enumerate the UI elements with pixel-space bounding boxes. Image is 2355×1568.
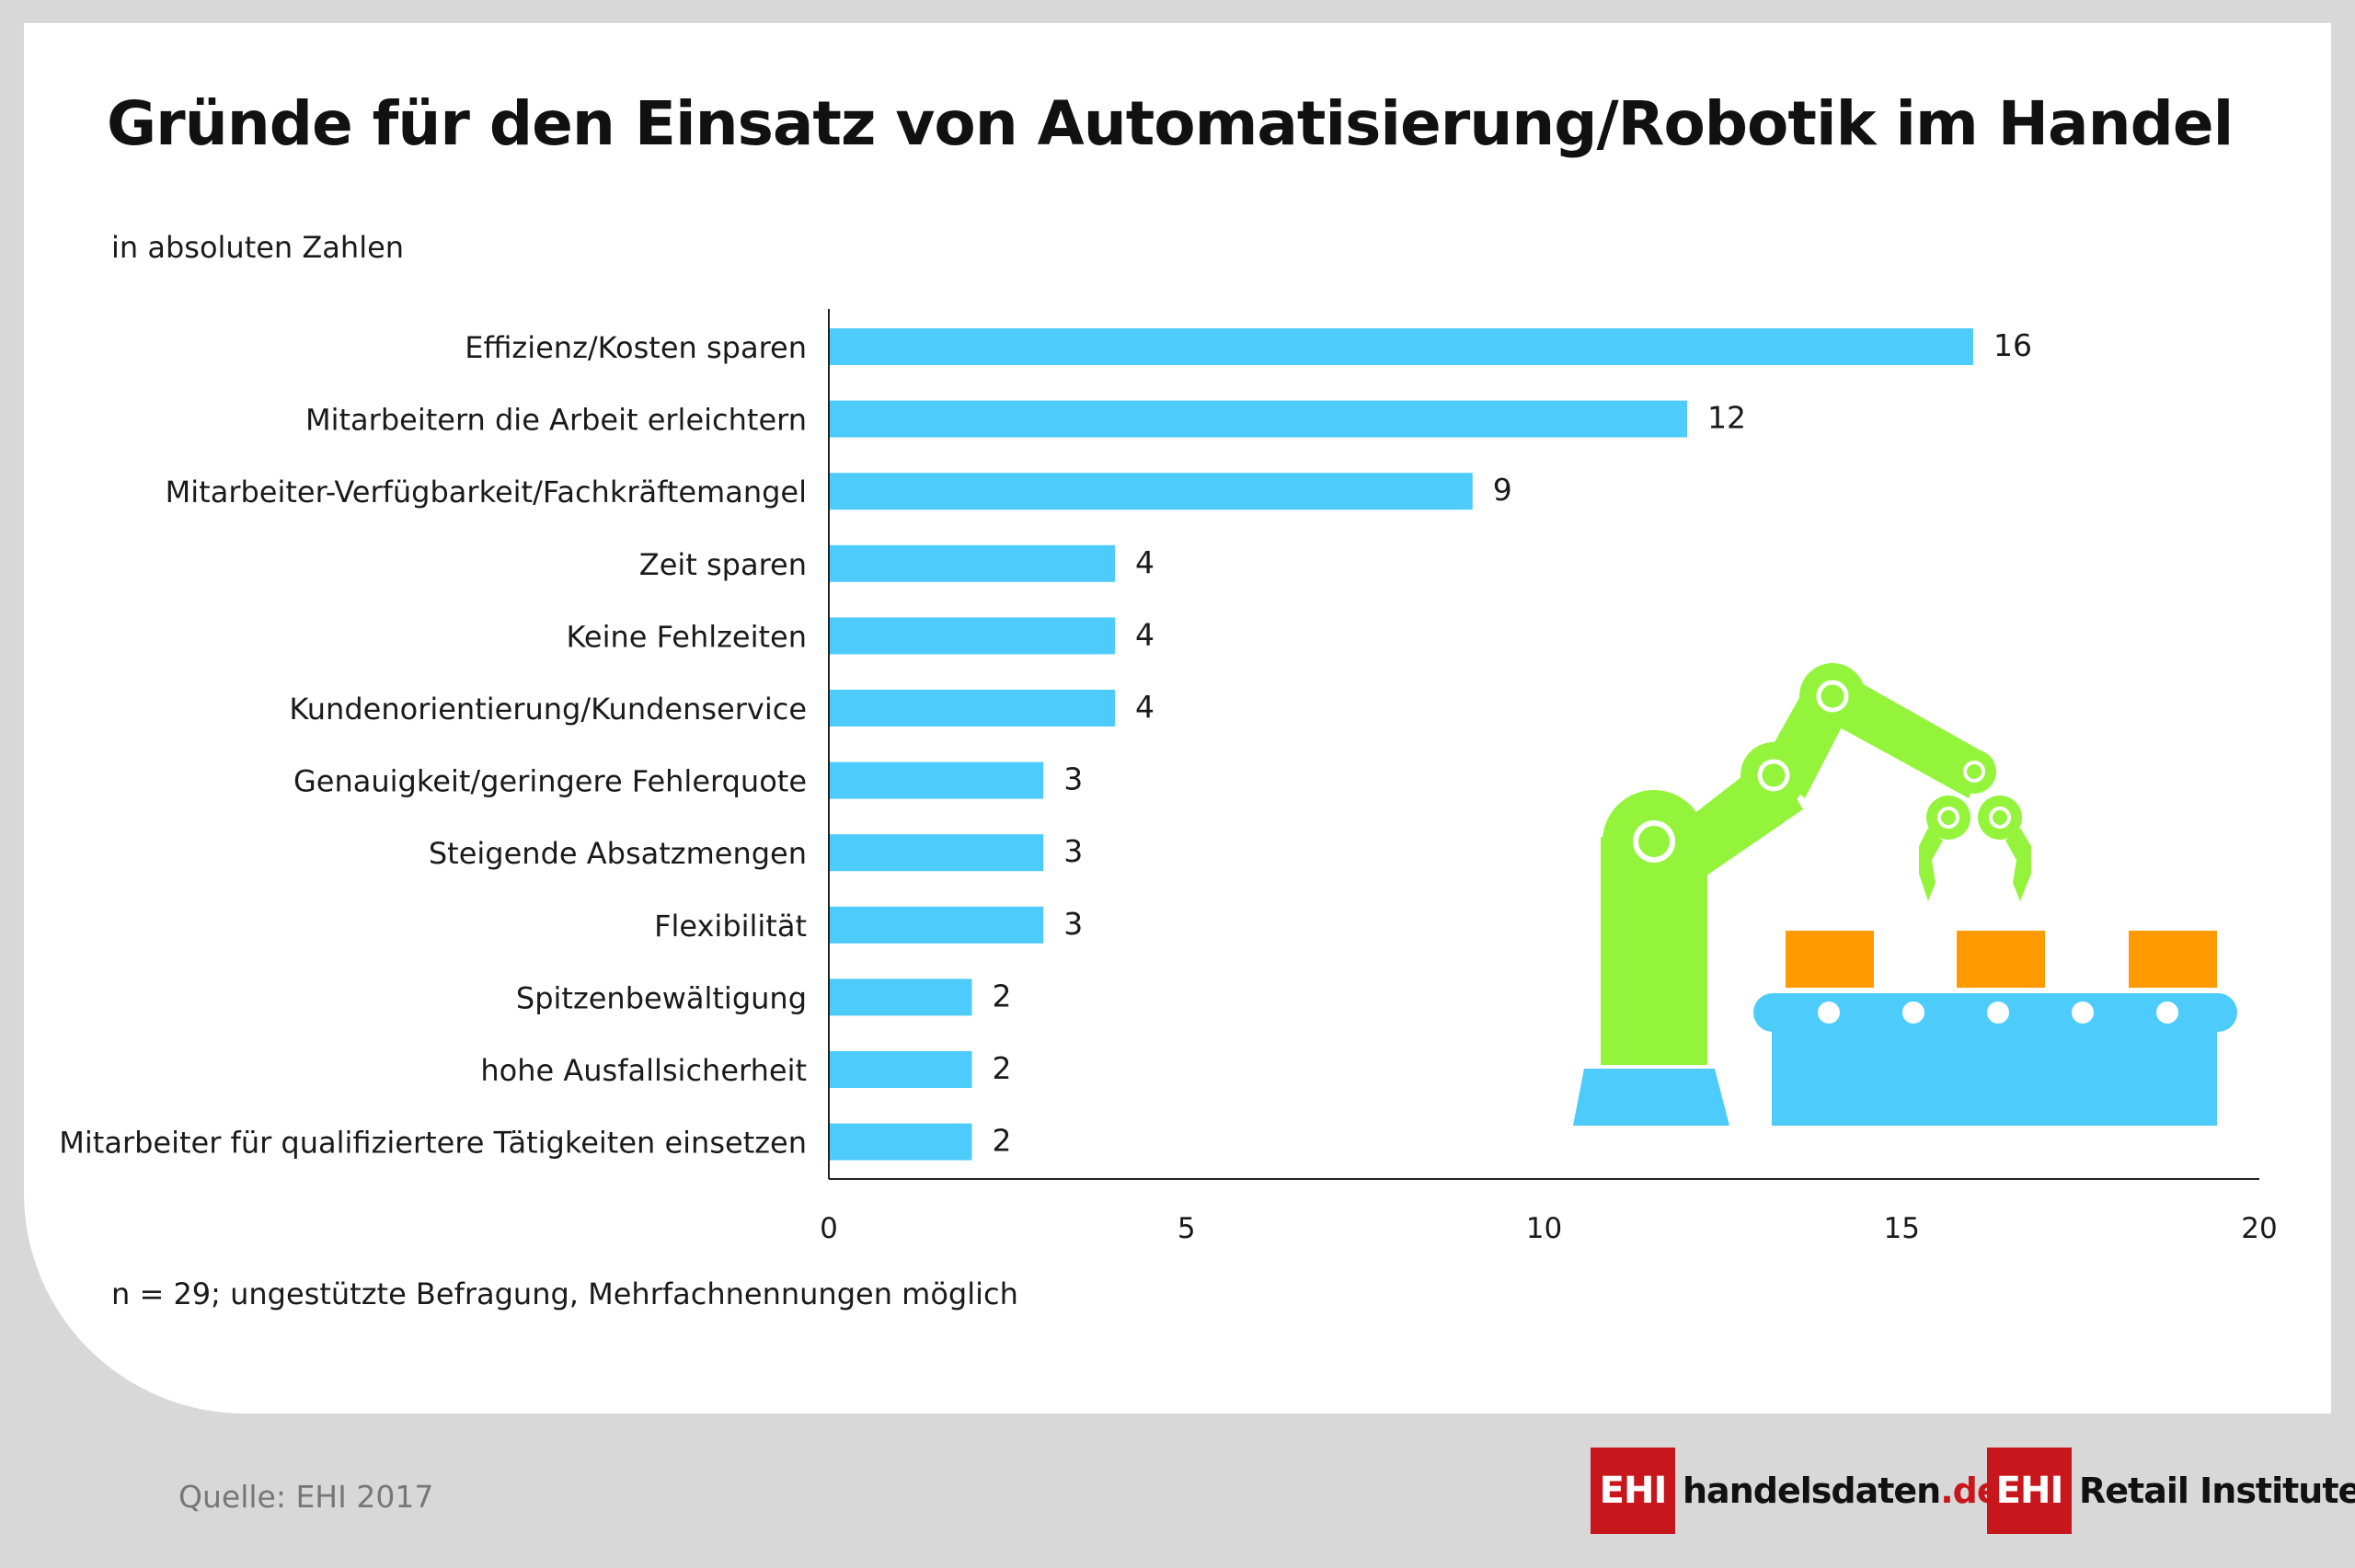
- robot-hand-joint: [1952, 750, 1996, 794]
- x-tick-label: 20: [2241, 1212, 2277, 1245]
- ehi-logo-box: EHI: [1987, 1448, 2072, 1534]
- bar: [830, 473, 1473, 510]
- robot-shoulder-joint: [1603, 790, 1706, 893]
- ehi-retail-institute-logo[interactable]: EHI Retail Institute®: [1987, 1448, 2355, 1534]
- chart-subtitle: in absoluten Zahlen: [111, 230, 405, 265]
- bar: [830, 834, 1044, 872]
- x-tick-label: 5: [1178, 1212, 1196, 1245]
- x-tick-label: 0: [820, 1212, 838, 1245]
- source-note: Quelle: EHI 2017: [178, 1479, 434, 1515]
- bar: [830, 1123, 972, 1161]
- handelsdaten-logo-text: handelsdaten.de: [1683, 1471, 2001, 1511]
- robot-gripper-joint: [1926, 795, 1970, 840]
- retail-institute-name: Retail Institute: [2079, 1471, 2355, 1511]
- category-label: Mitarbeitern die Arbeit erleichtern: [305, 403, 807, 438]
- category-label: Flexibilität: [654, 909, 807, 944]
- retail-institute-logo-text: Retail Institute®: [2079, 1471, 2355, 1511]
- joint-ring: [1633, 820, 1675, 863]
- conveyor-roller: [2072, 1001, 2094, 1024]
- category-label: hohe Ausfallsicherheit: [480, 1053, 807, 1088]
- category-label: Mitarbeiter für qualifiziertere Tätigkei…: [59, 1126, 807, 1161]
- package-box: [1786, 931, 1874, 988]
- chart-card: [24, 23, 2331, 1413]
- joint-ring: [1757, 759, 1790, 792]
- value-label: 2: [993, 978, 1012, 1013]
- bar: [830, 544, 1115, 582]
- conveyor-roller: [1902, 1001, 1924, 1024]
- value-label: 9: [1493, 472, 1512, 508]
- bar: [830, 690, 1115, 727]
- joint-ring: [1989, 807, 2011, 829]
- robot-hand-arm: [1831, 666, 1987, 798]
- ehi-logo-box: EHI: [1591, 1448, 1675, 1534]
- chart-footnote: n = 29; ungestützte Befragung, Mehrfachn…: [111, 1276, 1018, 1311]
- bar: [830, 906, 1044, 944]
- package-box: [1957, 931, 2045, 988]
- value-label: 16: [1993, 327, 2032, 363]
- category-label: Kundenorientierung/Kundenservice: [289, 692, 807, 727]
- category-label: Genauigkeit/geringere Fehlerquote: [293, 764, 807, 799]
- value-label: 3: [1063, 761, 1083, 797]
- bar: [830, 761, 1044, 799]
- value-label: 4: [1135, 689, 1155, 725]
- value-label: 2: [993, 1050, 1012, 1086]
- x-axis-ticks: 0 5 10 15 20: [820, 1212, 2278, 1245]
- bar: [830, 328, 1973, 365]
- robot-arm-conveyor-illustration: [1573, 663, 2237, 1126]
- category-label: Keine Fehlzeiten: [566, 619, 807, 654]
- handelsdaten-logo[interactable]: EHI handelsdaten.de: [1591, 1448, 2001, 1534]
- bar: [830, 400, 1687, 438]
- conveyor-roller: [1818, 1001, 1840, 1024]
- value-label: 3: [1063, 833, 1083, 869]
- bar: [830, 617, 1115, 655]
- robot-base: [1573, 1069, 1729, 1126]
- conveyor-base: [1772, 1032, 2217, 1126]
- joint-ring: [1937, 807, 1959, 829]
- robot-gripper-right: [2005, 828, 2031, 901]
- category-label: Steigende Absatzmengen: [429, 836, 807, 871]
- value-label: 12: [1707, 400, 1746, 436]
- bars-layer: Effizienz/Kosten sparen 16 Mitarbeitern di…: [59, 327, 2032, 1161]
- joint-ring: [1963, 761, 1985, 783]
- category-label: Mitarbeiter-Verfügbarkeit/Fachkräftemang…: [166, 475, 807, 509]
- joint-ring: [1816, 680, 1849, 713]
- value-label: 3: [1063, 906, 1083, 942]
- category-label: Zeit sparen: [639, 547, 807, 582]
- conveyor-roller: [2156, 1001, 2178, 1024]
- category-label: Effizienz/Kosten sparen: [465, 330, 807, 365]
- value-label: 4: [1135, 544, 1155, 580]
- chart-title: Gründe für den Einsatz von Automatisieru…: [107, 88, 2234, 159]
- package-box: [2129, 931, 2217, 988]
- bar: [830, 979, 972, 1016]
- conveyor-roller: [1987, 1001, 2009, 1024]
- x-tick-label: 15: [1884, 1212, 1920, 1245]
- value-label: 4: [1135, 616, 1155, 652]
- value-label: 2: [993, 1123, 1012, 1159]
- robot-gripper-joint: [1978, 795, 2022, 840]
- bar: [830, 1051, 972, 1088]
- x-tick-label: 10: [1526, 1212, 1562, 1245]
- handelsdaten-name: handelsdaten: [1683, 1471, 1941, 1511]
- robot-gripper-left: [1919, 828, 1943, 901]
- category-label: Spitzenbewältigung: [516, 980, 807, 1015]
